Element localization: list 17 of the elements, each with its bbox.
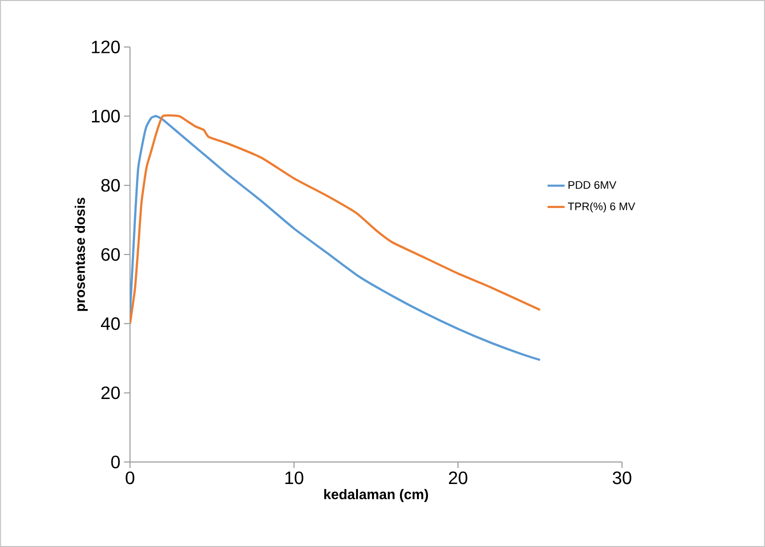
line-series xyxy=(130,115,542,362)
line-series xyxy=(130,114,542,325)
x-tick-label: 0 xyxy=(126,471,134,484)
y-tick-label: 40 xyxy=(100,317,120,330)
legend-label: TPR(%) 6 MV xyxy=(568,202,636,212)
x-tick-label: 30 xyxy=(612,471,632,484)
legend-label: PDD 6MV xyxy=(568,181,616,189)
y-tick-label: 20 xyxy=(101,386,120,400)
y-axis-title: prosentase dosis xyxy=(74,198,88,311)
y-tick-label: 80 xyxy=(101,178,120,192)
x-tick-label: 10 xyxy=(285,471,304,484)
y-tick-label: 0 xyxy=(111,456,120,468)
y-tick-label: 100 xyxy=(92,110,120,122)
y-tick-label: 60 xyxy=(101,248,120,261)
y-tick-label: 120 xyxy=(92,40,120,54)
x-tick-label: 20 xyxy=(448,471,468,484)
x-axis-title: kedalaman (cm) xyxy=(324,489,428,502)
